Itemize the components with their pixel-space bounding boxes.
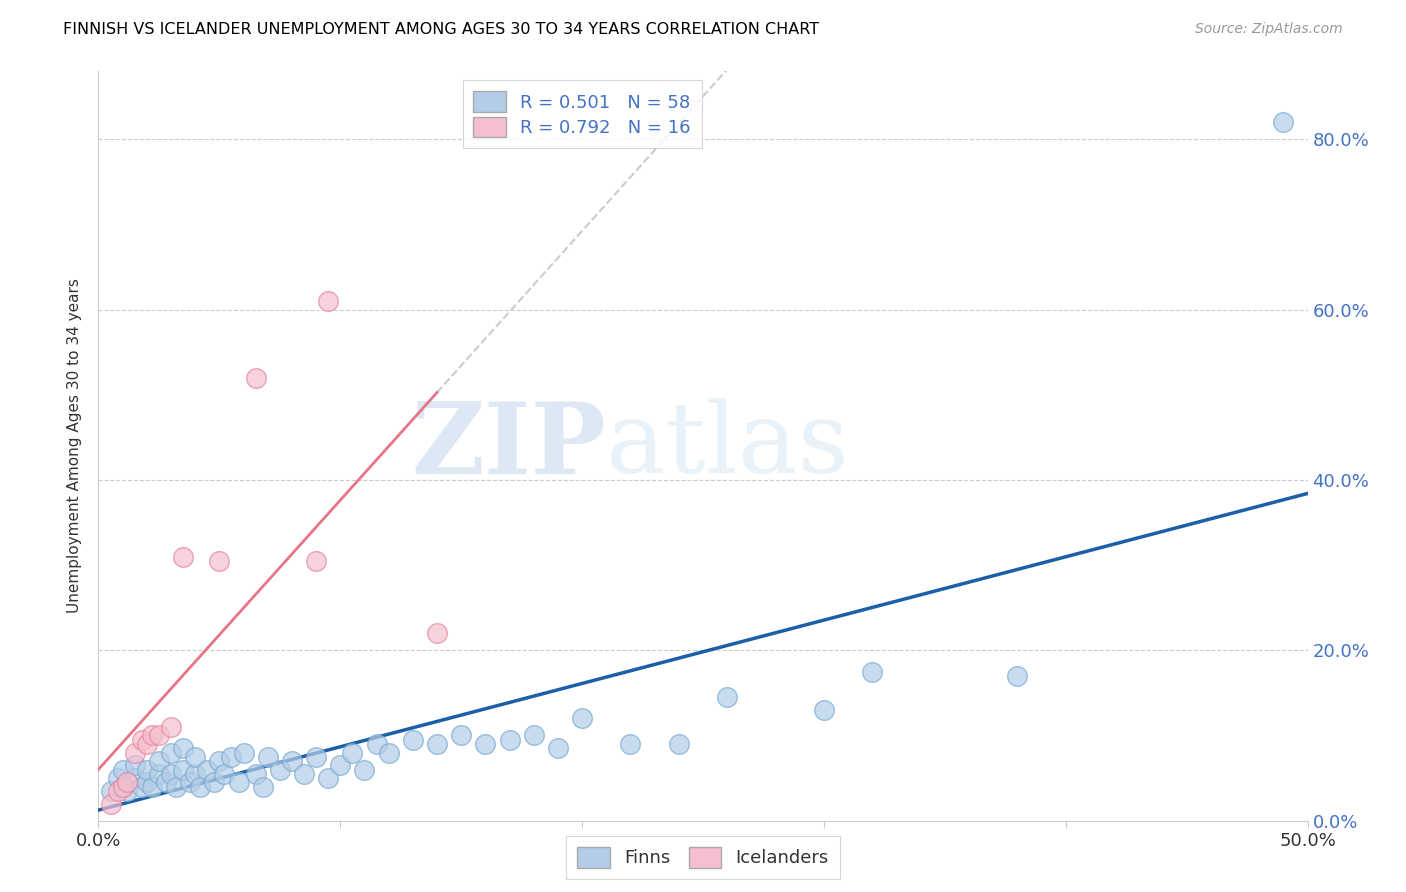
- Point: [184, 767, 207, 781]
- Point: [245, 371, 267, 385]
- Point: [148, 729, 170, 743]
- Point: [188, 780, 211, 794]
- Point: [131, 732, 153, 747]
- Point: [1007, 669, 1029, 683]
- Point: [141, 729, 163, 743]
- Point: [813, 703, 835, 717]
- Point: [172, 549, 194, 564]
- Point: [135, 775, 157, 789]
- Point: [124, 746, 146, 760]
- Point: [366, 737, 388, 751]
- Text: Source: ZipAtlas.com: Source: ZipAtlas.com: [1195, 22, 1343, 37]
- Text: FINNISH VS ICELANDER UNEMPLOYMENT AMONG AGES 30 TO 34 YEARS CORRELATION CHART: FINNISH VS ICELANDER UNEMPLOYMENT AMONG …: [63, 22, 820, 37]
- Legend: R = 0.501   N = 58, R = 0.792   N = 16: R = 0.501 N = 58, R = 0.792 N = 16: [463, 80, 702, 148]
- Point: [100, 784, 122, 798]
- Point: [668, 737, 690, 751]
- Point: [165, 780, 187, 794]
- Point: [208, 754, 231, 768]
- Point: [305, 749, 328, 764]
- Point: [292, 767, 315, 781]
- Point: [148, 754, 170, 768]
- Point: [141, 780, 163, 794]
- Point: [179, 775, 201, 789]
- Point: [131, 780, 153, 794]
- Point: [523, 729, 546, 743]
- Point: [204, 775, 226, 789]
- Point: [571, 711, 593, 725]
- Point: [107, 771, 129, 785]
- Point: [117, 784, 139, 798]
- Point: [111, 780, 134, 794]
- Point: [474, 737, 496, 751]
- Point: [232, 746, 254, 760]
- Point: [212, 767, 235, 781]
- Point: [124, 771, 146, 785]
- Point: [135, 763, 157, 777]
- Point: [107, 784, 129, 798]
- Point: [426, 626, 449, 640]
- Point: [377, 746, 399, 760]
- Point: [353, 763, 375, 777]
- Point: [498, 732, 520, 747]
- Point: [342, 746, 364, 760]
- Point: [316, 294, 339, 309]
- Point: [305, 554, 328, 568]
- Point: [184, 749, 207, 764]
- Point: [450, 729, 472, 743]
- Point: [329, 758, 352, 772]
- Point: [1272, 115, 1295, 129]
- Point: [228, 775, 250, 789]
- Legend: Finns, Icelanders: Finns, Icelanders: [567, 836, 839, 879]
- Point: [124, 758, 146, 772]
- Point: [402, 732, 425, 747]
- Point: [160, 746, 183, 760]
- Point: [221, 749, 243, 764]
- Text: ZIP: ZIP: [412, 398, 606, 494]
- Text: atlas: atlas: [606, 398, 849, 494]
- Point: [135, 737, 157, 751]
- Point: [426, 737, 449, 751]
- Point: [155, 775, 177, 789]
- Point: [100, 797, 122, 811]
- Point: [547, 741, 569, 756]
- Point: [316, 771, 339, 785]
- Point: [208, 554, 231, 568]
- Point: [172, 763, 194, 777]
- Point: [245, 767, 267, 781]
- Point: [619, 737, 641, 751]
- Point: [860, 665, 883, 679]
- Point: [281, 754, 304, 768]
- Point: [195, 763, 218, 777]
- Point: [148, 767, 170, 781]
- Point: [160, 720, 183, 734]
- Point: [269, 763, 291, 777]
- Point: [160, 767, 183, 781]
- Point: [111, 780, 134, 794]
- Point: [117, 775, 139, 789]
- Y-axis label: Unemployment Among Ages 30 to 34 years: Unemployment Among Ages 30 to 34 years: [67, 278, 83, 614]
- Point: [172, 741, 194, 756]
- Point: [716, 690, 738, 705]
- Point: [256, 749, 278, 764]
- Point: [111, 763, 134, 777]
- Point: [252, 780, 274, 794]
